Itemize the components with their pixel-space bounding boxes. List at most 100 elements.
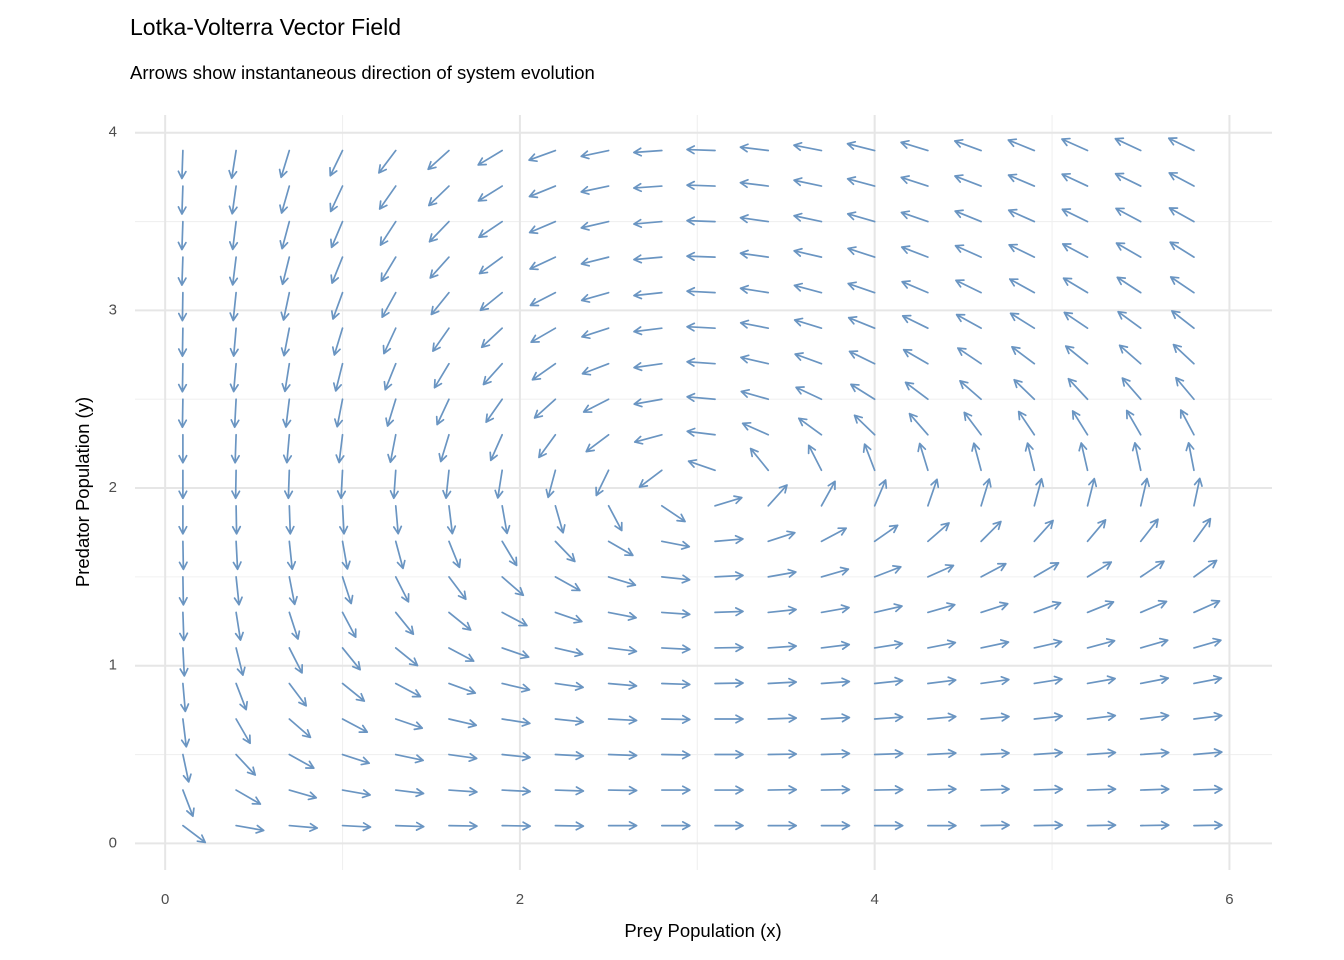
arrow — [980, 520, 1002, 543]
arrow — [282, 398, 292, 428]
arrow — [529, 291, 557, 307]
arrow — [963, 411, 982, 436]
arrow — [477, 149, 504, 166]
arrow — [178, 504, 188, 535]
arrow — [336, 469, 347, 500]
arrow — [1086, 820, 1117, 830]
y-tick-label: 4 — [109, 124, 117, 141]
arrow — [442, 469, 452, 499]
arrow — [230, 398, 240, 429]
arrow — [917, 442, 929, 472]
arrow — [448, 540, 462, 569]
arrow — [533, 398, 557, 419]
arrow — [477, 185, 504, 202]
arrow — [554, 576, 581, 592]
arrow — [545, 469, 557, 499]
arrow — [980, 478, 992, 507]
arrow — [478, 220, 504, 239]
arrow — [740, 389, 770, 401]
arrow — [873, 749, 904, 759]
arrow — [739, 319, 770, 330]
arrow — [1086, 784, 1117, 794]
arrow — [554, 716, 585, 726]
arrow — [686, 392, 716, 403]
arrow — [820, 820, 851, 831]
arrow — [953, 138, 982, 152]
arrow — [927, 676, 957, 686]
arrow — [494, 469, 504, 499]
x-tick-label: 2 — [516, 891, 524, 908]
arrow — [235, 753, 257, 776]
arrow — [633, 218, 663, 229]
arrow — [927, 639, 957, 649]
arrow — [1007, 173, 1036, 187]
arrow — [177, 149, 187, 180]
arrow — [1139, 711, 1170, 722]
arrow — [901, 280, 929, 294]
chart-title: Lotka-Volterra Vector Field — [130, 14, 401, 40]
arrow — [288, 753, 315, 769]
arrow — [580, 149, 610, 160]
arrow — [501, 504, 511, 535]
arrow — [385, 398, 397, 427]
arrow — [288, 682, 308, 707]
arrow — [329, 185, 344, 213]
arrow — [1061, 172, 1089, 187]
arrow — [1172, 343, 1195, 365]
arrow — [554, 786, 585, 796]
arrow — [1033, 600, 1062, 614]
arrow — [177, 398, 188, 429]
arrow — [739, 178, 770, 189]
arrow — [1086, 711, 1117, 722]
arrow — [178, 540, 188, 571]
arrow — [448, 647, 475, 662]
arrow — [448, 752, 478, 763]
arrow — [767, 713, 798, 723]
arrow — [873, 820, 904, 831]
arrow — [1086, 519, 1107, 543]
arrow — [848, 350, 876, 365]
arrow — [1062, 277, 1089, 294]
arrow — [714, 785, 744, 795]
arrow — [1193, 599, 1221, 614]
arrow — [282, 433, 293, 464]
arrow — [1169, 276, 1195, 294]
arrow — [501, 576, 525, 597]
arrow — [554, 751, 585, 761]
arrow — [959, 380, 982, 401]
y-tick-label: 1 — [109, 657, 117, 674]
arrow — [228, 149, 238, 180]
arrow — [480, 327, 504, 349]
arrow — [1131, 442, 1142, 472]
arrow — [501, 786, 531, 796]
arrow — [446, 504, 457, 535]
arrow — [179, 611, 189, 642]
arrow — [232, 540, 242, 571]
arrow — [660, 679, 691, 689]
arrow — [233, 576, 243, 606]
x-tick-label: 6 — [1225, 891, 1233, 908]
arrow — [341, 789, 371, 799]
arrow — [954, 174, 982, 187]
arrow — [714, 678, 744, 688]
arrow — [873, 676, 904, 686]
arrow — [767, 641, 798, 652]
arrow — [820, 566, 850, 578]
arrow — [178, 576, 188, 606]
arrow — [394, 753, 424, 764]
arrow — [580, 256, 610, 267]
arrow — [900, 210, 929, 223]
arrow — [873, 524, 899, 543]
arrow — [1118, 344, 1142, 365]
arrow — [432, 327, 450, 352]
arrow — [954, 244, 982, 258]
y-tick-label: 2 — [109, 479, 117, 496]
arrow — [554, 681, 584, 691]
arrow — [1063, 311, 1089, 330]
arrow — [797, 417, 823, 436]
arrow — [908, 412, 929, 436]
arrow — [714, 749, 744, 760]
arrow — [901, 314, 929, 330]
arrow — [686, 427, 716, 437]
arrow — [378, 185, 397, 210]
